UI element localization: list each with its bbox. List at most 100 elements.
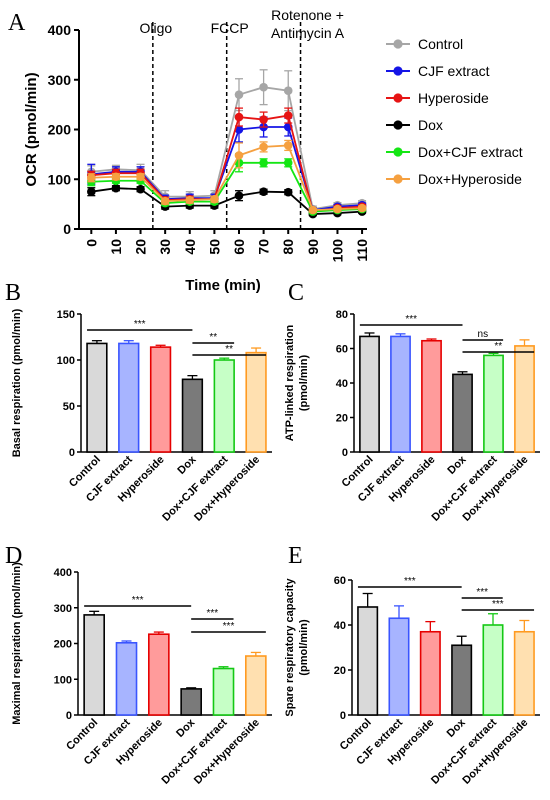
data-point	[87, 173, 96, 183]
annotation-label: Rotenone +	[271, 7, 344, 23]
legend-label: Dox+CJF extract	[418, 144, 523, 160]
y-tick-label: 300	[54, 603, 72, 615]
significance-label: **	[494, 341, 502, 352]
bar	[388, 617, 410, 716]
y-tick-label: 20	[336, 413, 348, 425]
data-point	[283, 187, 293, 197]
data-point	[234, 191, 244, 200]
legend-marker	[393, 147, 403, 157]
data-point	[234, 112, 244, 122]
x-tick-label: 90	[305, 239, 321, 255]
x-tick-label: 20	[133, 239, 149, 255]
panel-label: C	[288, 280, 304, 306]
panel-label: A	[8, 10, 26, 36]
y-tick-label: 40	[334, 620, 346, 632]
bar	[86, 342, 108, 453]
y-tick-label: 200	[48, 122, 72, 138]
bar	[357, 606, 379, 716]
data-point	[357, 203, 367, 213]
y-tick-label: 100	[57, 355, 75, 367]
bar	[452, 373, 473, 453]
bar	[118, 342, 140, 453]
x-tick-label: 0	[83, 239, 99, 247]
x-tick-label: 30	[157, 239, 173, 255]
y-tick-label: 40	[336, 378, 348, 390]
data-point	[333, 204, 342, 214]
data-point	[259, 82, 268, 92]
bar	[83, 614, 105, 716]
significance-label: ***	[132, 595, 144, 606]
legend-label: Control	[418, 36, 463, 52]
annotation-label: FCCP	[211, 20, 249, 36]
panel-label: D	[5, 543, 22, 569]
data-point	[234, 151, 244, 160]
x-tick-label: 40	[182, 239, 198, 255]
x-tick-label: 50	[206, 239, 222, 255]
significance-label: ***	[492, 599, 504, 610]
legend-marker	[393, 93, 403, 103]
data-point	[259, 187, 268, 196]
y-tick-label: 0	[63, 221, 71, 237]
data-point	[283, 111, 293, 120]
data-point	[308, 205, 318, 215]
y-axis-title: ATP-linked respiration	[284, 324, 296, 441]
bar	[245, 655, 267, 716]
bar	[482, 624, 504, 716]
bar	[451, 644, 473, 716]
bar	[390, 335, 411, 453]
y-tick-label: 60	[336, 344, 348, 356]
significance-label: ***	[405, 314, 417, 325]
y-tick-label: 0	[340, 710, 346, 722]
significance-label: ***	[207, 608, 219, 619]
x-tick-label: Dox	[174, 716, 198, 740]
y-tick-label: 0	[66, 710, 72, 722]
x-axis-title: Time (min)	[185, 277, 261, 294]
x-tick-label: Dox	[445, 716, 469, 740]
y-axis-title: Basal respiration (pmol/min)	[11, 308, 23, 457]
legend: Control CJF extract Hyperoside Dox Dox+CJF e…	[386, 36, 523, 187]
data-point	[210, 194, 219, 204]
y-tick-label: 100	[48, 171, 72, 187]
y-tick-label: 80	[336, 309, 348, 321]
y-tick-label: 0	[342, 447, 348, 459]
x-tick-label: 80	[280, 239, 296, 255]
data-point	[259, 142, 268, 152]
significance-label: ***	[476, 587, 488, 598]
legend-marker	[393, 66, 403, 76]
bar	[212, 667, 235, 716]
data-point	[234, 90, 244, 99]
data-point	[136, 184, 145, 194]
y-axis-title: (pmol/min)	[298, 355, 310, 412]
data-point	[283, 86, 293, 95]
data-point	[283, 158, 293, 168]
legend-label: Hyperoside	[418, 90, 489, 106]
significance-label: ***	[404, 576, 416, 587]
significance-label: ***	[223, 621, 235, 632]
series-group	[87, 139, 367, 215]
significance-label: **	[209, 332, 217, 343]
y-tick-label: 150	[57, 309, 75, 321]
data-point	[136, 172, 145, 182]
bar	[359, 335, 380, 453]
legend-label: Dox+Hyperoside	[418, 171, 522, 187]
data-point	[160, 196, 170, 206]
panel-label: E	[288, 543, 303, 569]
bar	[213, 359, 235, 453]
y-axis-title: (pmol/min)	[298, 619, 310, 676]
bar	[180, 688, 202, 716]
x-tick-label: Dox	[445, 453, 469, 477]
bar	[148, 633, 170, 716]
data-point	[185, 195, 195, 205]
y-tick-label: 0	[69, 447, 75, 459]
data-point	[259, 115, 268, 124]
y-axis-title: Spare respiratory capacity	[284, 578, 296, 717]
significance-label: ***	[134, 319, 146, 330]
bar	[419, 630, 441, 716]
data-point	[111, 172, 121, 182]
bar	[245, 351, 267, 453]
bar	[181, 378, 204, 453]
y-tick-label: 60	[334, 575, 346, 587]
